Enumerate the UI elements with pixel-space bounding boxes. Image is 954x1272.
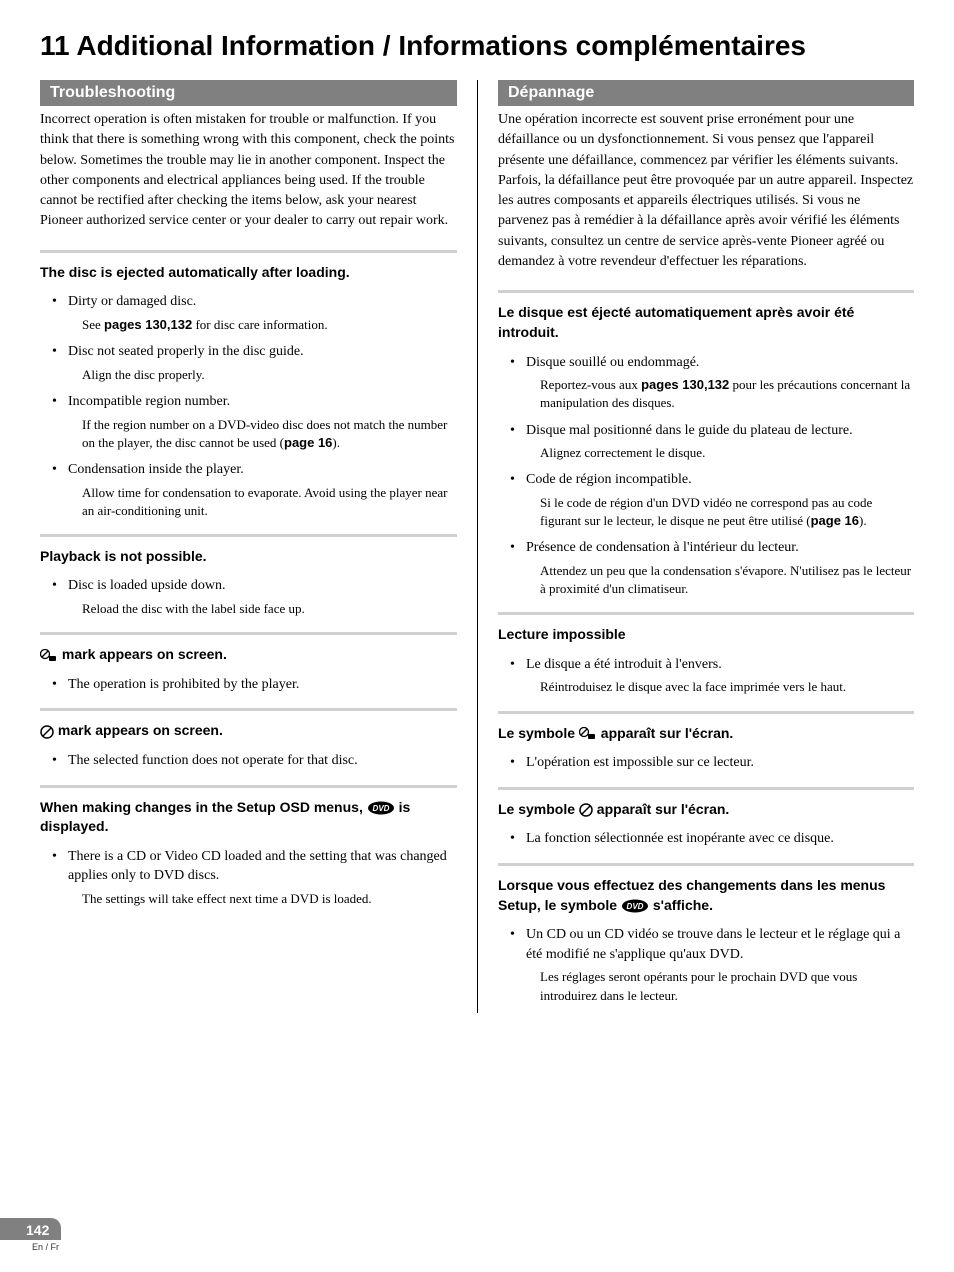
- bullet-sub: The settings will take effect next time …: [68, 890, 457, 908]
- bullet-item: Le disque a été introduit à l'envers.Réi…: [526, 655, 914, 697]
- divider: [498, 612, 914, 615]
- right-sections: Le disque est éjecté automatiquement apr…: [498, 290, 914, 1004]
- issue-title: Lecture impossible: [498, 625, 914, 645]
- divider: [40, 632, 457, 635]
- bullet-sub: Les réglages seront opérants pour le pro…: [526, 968, 914, 1004]
- bullet-sub: Si le code de région d'un DVD vidéo ne c…: [526, 494, 914, 530]
- page-lang: En / Fr: [0, 1242, 61, 1252]
- bullet-sub: Reload the disc with the label side face…: [68, 600, 457, 618]
- right-header: Dépannage: [498, 80, 914, 106]
- divider: [40, 534, 457, 537]
- issue-section: Le symbole apparaît sur l'écran. L'opérat…: [498, 711, 914, 773]
- issue-title: Le disque est éjecté automatiquement apr…: [498, 303, 914, 342]
- bullet-sub: Allow time for condensation to evaporate…: [68, 484, 457, 520]
- divider: [40, 250, 457, 253]
- issue-title: Playback is not possible.: [40, 547, 457, 567]
- issue-title: Le symbole apparaît sur l'écran.: [498, 724, 914, 744]
- bullet-list: There is a CD or Video CD loaded and the…: [40, 847, 457, 908]
- bullet-item: Dirty or damaged disc.See pages 130,132 …: [68, 292, 457, 334]
- bullet-item: La fonction sélectionnée est inopérante …: [526, 829, 914, 849]
- svg-text:DVD: DVD: [626, 902, 643, 911]
- bullet-item: Disque souillé ou endommagé.Reportez-vou…: [526, 353, 914, 413]
- right-intro: Une opération incorrecte est souvent pri…: [498, 110, 914, 272]
- bullet-item: L'opération est impossible sur ce lecteu…: [526, 753, 914, 773]
- chapter-text: Additional Information / Informations co…: [76, 30, 806, 61]
- page-number: 142: [0, 1218, 61, 1240]
- bullet-item: The selected function does not operate f…: [68, 751, 457, 771]
- bullet-item: Présence de condensation à l'intérieur d…: [526, 538, 914, 598]
- bullet-list: The selected function does not operate f…: [40, 751, 457, 771]
- bullet-item: There is a CD or Video CD loaded and the…: [68, 847, 457, 908]
- left-column: Troubleshooting Incorrect operation is o…: [40, 80, 477, 1013]
- bullet-item: Disc not seated properly in the disc gui…: [68, 342, 457, 384]
- issue-section: mark appears on screen. The operation is …: [40, 632, 457, 694]
- dvd-icon: DVD: [367, 801, 395, 815]
- bullet-sub: See pages 130,132 for disc care informat…: [68, 316, 457, 334]
- hand-icon: [40, 649, 58, 663]
- issue-section: When making changes in the Setup OSD men…: [40, 785, 457, 909]
- divider: [498, 711, 914, 714]
- issue-section: Lecture impossible Le disque a été introd…: [498, 612, 914, 696]
- bullet-list: L'opération est impossible sur ce lecteu…: [498, 753, 914, 773]
- bullet-list: La fonction sélectionnée est inopérante …: [498, 829, 914, 849]
- bullet-sub: Align the disc properly.: [68, 366, 457, 384]
- issue-title: Le symbole apparaît sur l'écran.: [498, 800, 914, 820]
- issue-section: Le symbole apparaît sur l'écran. La fonct…: [498, 787, 914, 849]
- divider: [40, 708, 457, 711]
- bullet-list: Disque souillé ou endommagé.Reportez-vou…: [498, 353, 914, 599]
- bullet-sub: Attendez un peu que la condensation s'év…: [526, 562, 914, 598]
- left-intro: Incorrect operation is often mistaken fo…: [40, 110, 457, 232]
- issue-title: When making changes in the Setup OSD men…: [40, 798, 457, 837]
- page-footer: 142 En / Fr: [0, 1218, 61, 1252]
- hand-icon: [579, 727, 597, 741]
- bullet-item: Un CD ou un CD vidéo se trouve dans le l…: [526, 925, 914, 1005]
- bullet-list: Dirty or damaged disc.See pages 130,132 …: [40, 292, 457, 520]
- prohibit-icon: [40, 725, 54, 739]
- divider: [498, 787, 914, 790]
- bullet-item: The operation is prohibited by the playe…: [68, 675, 457, 695]
- issue-title: mark appears on screen.: [40, 645, 457, 665]
- divider: [498, 863, 914, 866]
- bullet-list: The operation is prohibited by the playe…: [40, 675, 457, 695]
- svg-text:DVD: DVD: [372, 804, 389, 813]
- two-column-layout: Troubleshooting Incorrect operation is o…: [40, 80, 914, 1013]
- divider: [498, 290, 914, 293]
- bullet-item: Incompatible region number.If the region…: [68, 392, 457, 452]
- divider: [40, 785, 457, 788]
- bullet-item: Code de région incompatible.Si le code d…: [526, 470, 914, 530]
- bullet-item: Condensation inside the player.Allow tim…: [68, 460, 457, 520]
- chapter-number: 11: [40, 30, 70, 61]
- bullet-sub: Reportez-vous aux pages 130,132 pour les…: [526, 376, 914, 412]
- issue-title: mark appears on screen.: [40, 721, 457, 741]
- issue-section: Playback is not possible. Disc is loaded …: [40, 534, 457, 618]
- chapter-title: 11 Additional Information / Informations…: [40, 30, 914, 62]
- bullet-sub: Réintroduisez le disque avec la face imp…: [526, 678, 914, 696]
- issue-section: mark appears on screen. The selected func…: [40, 708, 457, 770]
- issue-section: The disc is ejected automatically after …: [40, 250, 457, 520]
- prohibit-icon: [579, 803, 593, 817]
- bullet-item: Disque mal positionné dans le guide du p…: [526, 421, 914, 463]
- left-sections: The disc is ejected automatically after …: [40, 250, 457, 908]
- bullet-list: Le disque a été introduit à l'envers.Réi…: [498, 655, 914, 697]
- issue-section: Le disque est éjecté automatiquement apr…: [498, 290, 914, 598]
- left-header: Troubleshooting: [40, 80, 457, 106]
- dvd-icon: DVD: [621, 899, 649, 913]
- issue-section: Lorsque vous effectuez des changements d…: [498, 863, 914, 1005]
- bullet-list: Un CD ou un CD vidéo se trouve dans le l…: [498, 925, 914, 1005]
- issue-title: The disc is ejected automatically after …: [40, 263, 457, 283]
- bullet-list: Disc is loaded upside down.Reload the di…: [40, 576, 457, 618]
- bullet-item: Disc is loaded upside down.Reload the di…: [68, 576, 457, 618]
- bullet-sub: Alignez correctement le disque.: [526, 444, 914, 462]
- bullet-sub: If the region number on a DVD-video disc…: [68, 416, 457, 452]
- issue-title: Lorsque vous effectuez des changements d…: [498, 876, 914, 915]
- right-column: Dépannage Une opération incorrecte est s…: [477, 80, 914, 1013]
